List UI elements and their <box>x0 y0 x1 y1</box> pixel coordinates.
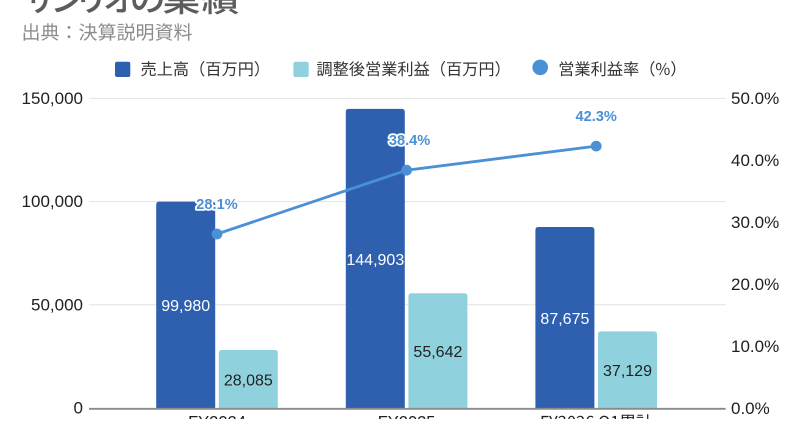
svg-text:20.0%: 20.0% <box>731 275 779 294</box>
svg-text:42.3%: 42.3% <box>576 109 617 125</box>
svg-text:87,675: 87,675 <box>540 311 589 328</box>
svg-text:150,000: 150,000 <box>22 89 83 108</box>
svg-text:50.0%: 50.0% <box>731 89 779 108</box>
svg-text:100,000: 100,000 <box>22 192 83 211</box>
svg-text:30.0%: 30.0% <box>731 213 779 232</box>
svg-text:50,000: 50,000 <box>31 295 83 314</box>
svg-text:38.4%: 38.4% <box>389 133 430 149</box>
svg-text:10.0%: 10.0% <box>731 337 779 356</box>
svg-text:0.0%: 0.0% <box>731 399 770 418</box>
svg-text:99,980: 99,980 <box>161 298 210 315</box>
svg-text:144,903: 144,903 <box>346 252 404 269</box>
svg-text:28,085: 28,085 <box>224 372 273 389</box>
svg-text:FY2024: FY2024 <box>188 414 246 420</box>
svg-text:FY2025: FY2025 <box>378 414 436 420</box>
svg-text:28.1%: 28.1% <box>196 197 237 213</box>
svg-text:40.0%: 40.0% <box>731 151 779 170</box>
svg-text:55,642: 55,642 <box>413 344 462 361</box>
svg-text:0: 0 <box>74 399 83 418</box>
svg-text:37,129: 37,129 <box>603 363 652 380</box>
